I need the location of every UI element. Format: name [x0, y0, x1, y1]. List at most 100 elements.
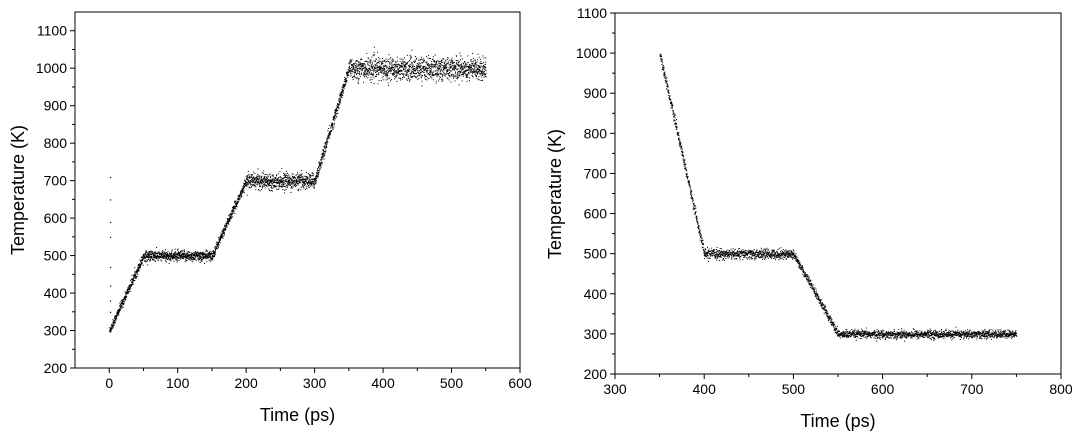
data-point	[425, 68, 427, 70]
data-point	[264, 175, 266, 177]
data-point	[315, 179, 317, 181]
data-point	[688, 182, 690, 184]
data-point	[459, 64, 461, 66]
data-point	[754, 255, 756, 257]
data-point	[469, 67, 471, 69]
data-point	[345, 77, 347, 79]
data-point	[279, 175, 281, 177]
data-point	[710, 253, 712, 255]
data-point	[243, 192, 245, 194]
data-point	[411, 63, 413, 65]
data-point	[420, 71, 422, 73]
data-point	[678, 137, 680, 139]
data-point	[113, 319, 115, 321]
data-point	[662, 68, 664, 70]
data-point	[285, 186, 287, 188]
data-point	[408, 77, 410, 79]
data-point	[415, 72, 417, 74]
data-point	[138, 266, 140, 268]
data-point	[134, 275, 136, 277]
data-point	[399, 61, 401, 63]
data-point	[261, 181, 263, 183]
data-point	[678, 134, 680, 136]
data-point	[127, 287, 129, 289]
data-point	[323, 154, 325, 156]
data-point	[381, 68, 383, 70]
data-point	[167, 257, 169, 259]
data-point	[117, 314, 119, 316]
data-point	[287, 176, 289, 178]
data-point	[194, 255, 196, 257]
data-point	[300, 174, 302, 176]
data-point	[124, 291, 126, 293]
data-point	[176, 249, 178, 251]
data-point	[765, 256, 767, 258]
data-point	[473, 59, 475, 61]
data-point	[422, 68, 424, 70]
data-point	[664, 72, 666, 74]
data-point	[469, 69, 471, 71]
data-point	[445, 73, 447, 75]
data-point	[297, 178, 299, 180]
data-point	[385, 65, 387, 67]
data-point	[247, 176, 249, 178]
data-point	[299, 176, 301, 178]
data-point	[301, 185, 303, 187]
data-point	[661, 62, 663, 64]
data-point	[664, 76, 666, 78]
data-point	[480, 67, 482, 69]
data-point	[387, 75, 389, 77]
data-point	[443, 58, 445, 60]
data-point	[704, 248, 706, 250]
data-point	[331, 124, 333, 126]
data-point	[195, 252, 197, 254]
data-point	[717, 250, 719, 252]
data-point	[413, 61, 415, 63]
data-point	[690, 189, 692, 191]
data-point	[414, 73, 416, 75]
data-point	[198, 254, 200, 256]
data-point	[461, 58, 463, 60]
data-point	[749, 256, 751, 258]
data-point	[349, 62, 351, 64]
data-point	[272, 187, 274, 189]
data-point	[686, 173, 688, 175]
data-point	[479, 66, 481, 68]
data-point	[402, 66, 404, 68]
data-point	[116, 312, 118, 314]
data-point	[737, 251, 739, 252]
data-point	[348, 69, 350, 71]
data-point	[428, 65, 430, 67]
data-point	[466, 75, 468, 77]
data-point	[460, 74, 462, 76]
data-point	[763, 248, 765, 250]
data-point	[124, 297, 126, 299]
data-point	[166, 255, 168, 257]
data-point	[745, 254, 747, 256]
data-point	[484, 67, 486, 69]
data-point	[737, 253, 739, 255]
data-point	[468, 67, 470, 69]
data-point	[259, 176, 261, 178]
data-point	[315, 181, 317, 183]
data-point	[411, 66, 413, 68]
data-point	[441, 64, 443, 66]
data-point	[178, 260, 180, 262]
data-point	[447, 78, 449, 80]
data-point	[111, 323, 113, 325]
data-point	[208, 257, 210, 259]
data-point	[260, 179, 262, 181]
data-point	[274, 186, 276, 188]
data-point	[477, 73, 479, 75]
data-point	[672, 104, 674, 106]
data-point	[317, 176, 319, 178]
data-point	[391, 68, 393, 70]
data-point	[483, 72, 485, 74]
data-point	[179, 252, 181, 254]
data-point	[259, 182, 261, 184]
data-point	[741, 250, 743, 252]
data-point	[194, 252, 196, 254]
data-point	[325, 144, 327, 146]
data-point	[167, 258, 169, 260]
